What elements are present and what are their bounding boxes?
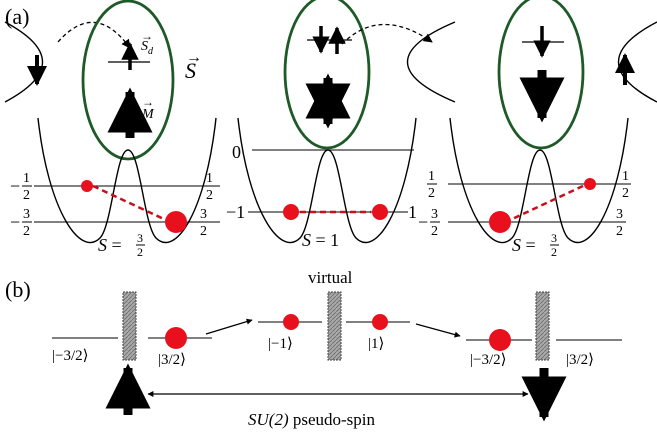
double-well-left [37, 117, 217, 244]
electron-small [81, 180, 93, 192]
quantum-dot-ellipse-mid [283, 0, 371, 150]
svg-text:2: 2 [137, 245, 143, 259]
state-label-2: |3/2⟩ [158, 352, 186, 368]
svg-text:3: 3 [431, 207, 438, 222]
svg-text:3: 3 [137, 231, 143, 245]
barrier-1 [122, 291, 137, 361]
electron-large [165, 211, 187, 233]
svg-text:2: 2 [23, 188, 30, 203]
quantum-dot-ellipse [81, 0, 175, 161]
svg-text:2: 2 [23, 224, 30, 239]
svg-text:2: 2 [206, 188, 213, 203]
svg-text:2: 2 [431, 224, 438, 239]
tunnel-path [92, 184, 167, 222]
svg-text:→: → [186, 49, 202, 66]
state-label-5: |−3/2⟩ [470, 352, 506, 368]
middle-subpanel: 0 −1 1 S = 1 [226, 0, 456, 250]
quantum-dot-ellipse-right [497, 0, 585, 150]
s-vector-label: S [185, 58, 196, 83]
svg-text:→: → [142, 95, 154, 109]
state-label-1: |−3/2⟩ [52, 348, 88, 364]
svg-text:→: → [141, 29, 153, 43]
svg-text:2: 2 [428, 186, 435, 201]
lvl-zero: 0 [232, 142, 241, 162]
s-equals-mid: S = 1 [302, 230, 339, 250]
svg-text:3: 3 [23, 207, 30, 222]
m-label: M [141, 107, 155, 122]
svg-text:1: 1 [622, 169, 629, 184]
lead-curve-mid [407, 21, 456, 103]
hopping-arrow [57, 21, 131, 49]
state-label-4: |1⟩ [368, 336, 384, 352]
lvl-one: 1 [408, 202, 417, 222]
svg-text:3: 3 [616, 207, 623, 222]
s-equals-right: S = [512, 235, 536, 255]
svg-text:1: 1 [428, 169, 435, 184]
svg-text:−: − [418, 212, 428, 232]
su2-label: SU(2) pseudo-spin [248, 410, 376, 429]
svg-text:2: 2 [200, 224, 207, 239]
double-well-right [449, 117, 629, 244]
state-label-3: |−1⟩ [268, 336, 293, 352]
svg-text:3: 3 [551, 231, 557, 245]
s-equals-left: S = [98, 235, 122, 255]
left-subpanel: Sd → M → S → − 1 2 − 3 2 1 2 3 2 S = [4, 0, 220, 259]
svg-text:2: 2 [551, 245, 557, 259]
lead-curve-left [4, 21, 44, 103]
right-subpanel: 1 2 − 3 2 1 2 3 2 S = 3 2 [418, 0, 657, 259]
panel-a-label: (a) [5, 4, 29, 29]
svg-text:1: 1 [23, 171, 30, 186]
svg-text:1: 1 [206, 171, 213, 186]
virtual-label: virtual [308, 268, 353, 287]
svg-text:2: 2 [616, 224, 623, 239]
svg-text:3: 3 [200, 207, 207, 222]
svg-text:−: − [10, 176, 20, 196]
barrier-3 [535, 291, 550, 361]
state-label-6: |3/2⟩ [566, 352, 594, 368]
panel-b-label: (b) [5, 277, 31, 302]
barrier-2 [327, 291, 342, 361]
svg-text:−: − [10, 212, 20, 232]
svg-text:2: 2 [622, 186, 629, 201]
double-well-mid [237, 117, 417, 244]
lvl-minus-one: −1 [226, 202, 245, 222]
